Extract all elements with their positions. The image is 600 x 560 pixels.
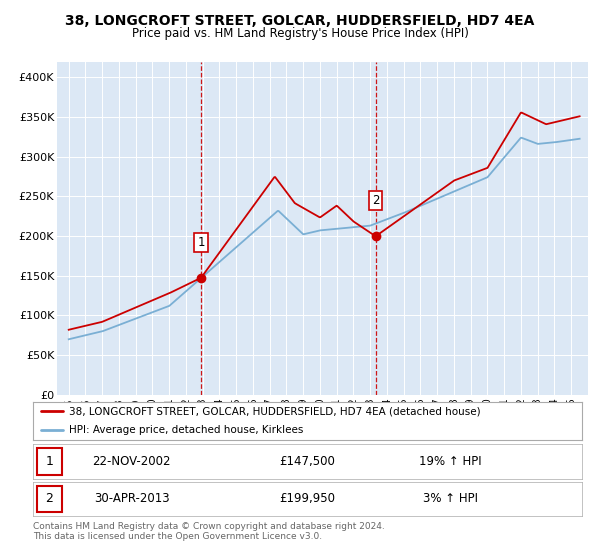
Text: 1: 1 xyxy=(46,455,53,468)
Text: 22-NOV-2002: 22-NOV-2002 xyxy=(92,455,171,468)
FancyBboxPatch shape xyxy=(37,486,62,512)
Text: Price paid vs. HM Land Registry's House Price Index (HPI): Price paid vs. HM Land Registry's House … xyxy=(131,27,469,40)
Text: Contains HM Land Registry data © Crown copyright and database right 2024.
This d: Contains HM Land Registry data © Crown c… xyxy=(33,522,385,542)
Text: 38, LONGCROFT STREET, GOLCAR, HUDDERSFIELD, HD7 4EA: 38, LONGCROFT STREET, GOLCAR, HUDDERSFIE… xyxy=(65,14,535,28)
Text: 1: 1 xyxy=(197,236,205,249)
Text: 19% ↑ HPI: 19% ↑ HPI xyxy=(419,455,482,468)
FancyBboxPatch shape xyxy=(37,448,62,475)
Text: 38, LONGCROFT STREET, GOLCAR, HUDDERSFIELD, HD7 4EA (detached house): 38, LONGCROFT STREET, GOLCAR, HUDDERSFIE… xyxy=(68,406,481,416)
Text: 2: 2 xyxy=(372,194,380,207)
Text: 3% ↑ HPI: 3% ↑ HPI xyxy=(423,492,478,506)
Text: £199,950: £199,950 xyxy=(280,492,335,506)
Text: 2: 2 xyxy=(46,492,53,506)
Text: 30-APR-2013: 30-APR-2013 xyxy=(94,492,170,506)
Text: HPI: Average price, detached house, Kirklees: HPI: Average price, detached house, Kirk… xyxy=(68,425,303,435)
Text: £147,500: £147,500 xyxy=(280,455,335,468)
